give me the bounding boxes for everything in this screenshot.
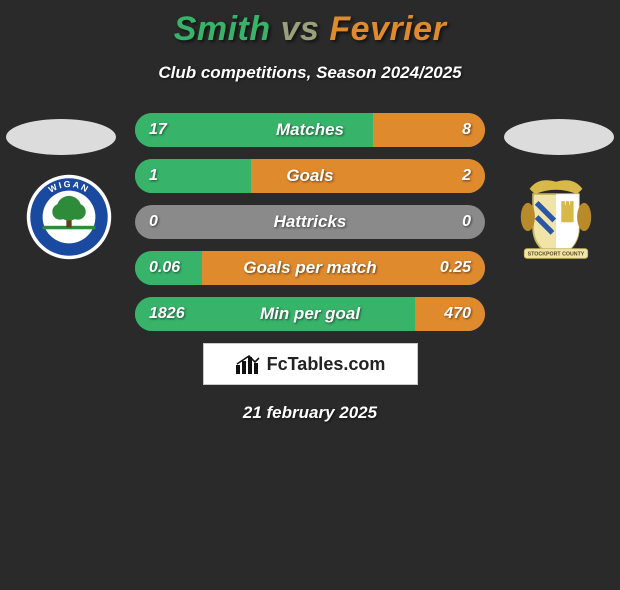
stat-value-left: 17 (135, 113, 181, 147)
stat-value-right: 8 (448, 113, 485, 147)
stat-value-right: 0 (448, 205, 485, 239)
stat-label: Goals (286, 166, 333, 186)
site-badge[interactable]: FcTables.com (203, 343, 418, 385)
stat-label: Min per goal (260, 304, 360, 324)
club2-name: STOCKPORT COUNTY (528, 252, 585, 258)
stat-label-wrap: Goals (135, 159, 485, 193)
stat-value-left: 0.06 (135, 251, 194, 285)
comparison-stage: WIGAN ATHLETIC STOCKPORT COUNTY Matches 1… (0, 113, 620, 331)
stat-value-left: 1826 (135, 297, 199, 331)
player1-name: Smith (174, 10, 271, 48)
stat-label-wrap: Hattricks (135, 205, 485, 239)
stat-row: Hattricks 0 0 (135, 205, 485, 239)
club2-badge: STOCKPORT COUNTY (512, 173, 600, 261)
stat-value-right: 470 (430, 297, 485, 331)
club1-badge: WIGAN ATHLETIC (25, 173, 113, 261)
player2-avatar (504, 119, 614, 155)
stat-value-left: 1 (135, 159, 172, 193)
player1-avatar (6, 119, 116, 155)
player2-name: Fevrier (329, 10, 446, 48)
stat-rows: Matches 17 8 Goals 1 2 Hattricks 0 0 Goals per ma… (135, 113, 485, 331)
bar-chart-icon (235, 353, 261, 375)
stat-label: Hattricks (274, 212, 347, 232)
subtitle: Club competitions, Season 2024/2025 (0, 63, 620, 83)
stat-value-left: 0 (135, 205, 172, 239)
comparison-title: Smith vs Fevrier (0, 10, 620, 49)
stat-label: Goals per match (243, 258, 376, 278)
stat-label: Matches (276, 120, 344, 140)
stat-row: Min per goal 1826 470 (135, 297, 485, 331)
stat-row: Goals 1 2 (135, 159, 485, 193)
stat-row: Goals per match 0.06 0.25 (135, 251, 485, 285)
stat-row: Matches 17 8 (135, 113, 485, 147)
stat-value-right: 2 (448, 159, 485, 193)
vs-text: vs (281, 10, 320, 48)
footer-date: 21 february 2025 (0, 403, 620, 423)
site-name: FcTables.com (267, 354, 386, 375)
stat-value-right: 0.25 (426, 251, 485, 285)
stat-label-wrap: Matches (135, 113, 485, 147)
